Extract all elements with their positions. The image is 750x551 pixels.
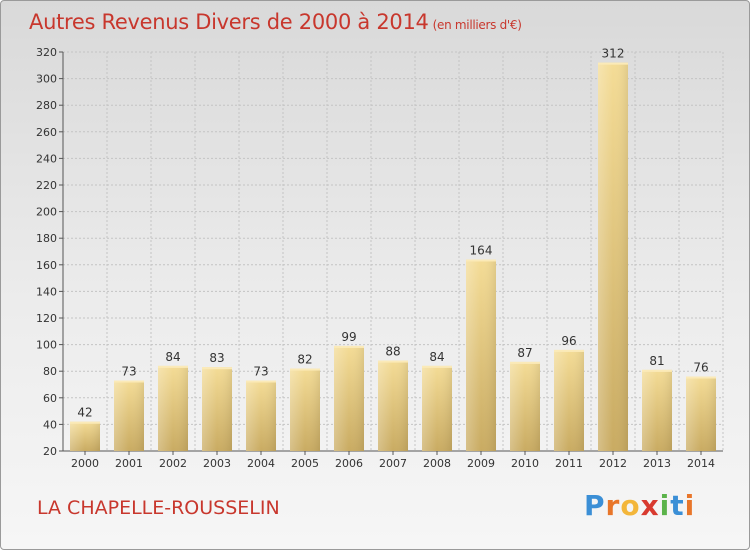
bar-value-label: 84: [165, 350, 180, 364]
y-tick-label: 40: [43, 418, 57, 431]
bar-highlight: [598, 62, 628, 65]
y-tick-label: 200: [36, 206, 57, 219]
bar-shade: [70, 421, 100, 451]
x-tick-label: 2012: [599, 457, 627, 470]
y-tick-label: 20: [43, 445, 57, 458]
logo-letter: t: [670, 489, 685, 522]
x-tick-label: 2002: [159, 457, 187, 470]
bar-shade: [202, 367, 232, 451]
x-tick-label: 2011: [555, 457, 583, 470]
bar-value-label: 312: [602, 47, 625, 61]
logo-letter: x: [640, 489, 660, 522]
logo-letter: i: [684, 489, 696, 522]
x-tick-label: 2000: [71, 457, 99, 470]
bar-highlight: [686, 376, 716, 379]
bar-value-label: 76: [693, 361, 708, 375]
chart-title-unit: (en milliers d'€): [432, 18, 522, 32]
y-tick-label: 140: [36, 285, 57, 298]
x-tick-label: 2006: [335, 457, 363, 470]
bar-shade: [334, 345, 364, 451]
bar-highlight: [642, 369, 672, 372]
y-tick-label: 160: [36, 259, 57, 272]
bar-shade: [246, 380, 276, 451]
value-labels: 42 73 84 83 73 82 99 88 84 164 87 96 312 81 76: [77, 47, 708, 420]
y-tick-label: 220: [36, 179, 57, 192]
y-tick-label: 280: [36, 99, 57, 112]
bar-shade: [158, 365, 188, 451]
bar-highlight: [290, 368, 320, 371]
y-tick-label: 120: [36, 312, 57, 325]
y-tick-label: 80: [43, 365, 57, 378]
bar-value-label: 42: [77, 406, 92, 420]
bar-shade: [114, 380, 144, 451]
bar-value-label: 73: [253, 365, 268, 379]
bars: [70, 62, 716, 451]
bar-shade: [510, 361, 540, 451]
x-tick-label: 2001: [115, 457, 143, 470]
x-tick-label: 2014: [687, 457, 715, 470]
bar-highlight: [70, 421, 100, 424]
y-tick-label: 300: [36, 73, 57, 86]
bar-value-label: 87: [517, 346, 532, 360]
bar-value-label: 99: [341, 330, 356, 344]
x-tick-label: 2003: [203, 457, 231, 470]
y-tick-label: 60: [43, 392, 57, 405]
bar-shade: [466, 259, 496, 451]
bar-highlight: [334, 345, 364, 348]
bar-shade: [422, 365, 452, 451]
bar-shade: [598, 62, 628, 451]
bar-value-label: 164: [470, 243, 493, 257]
chart-title-text: Autres Revenus Divers de 2000 à 2014: [29, 10, 429, 34]
bar-shade: [378, 360, 408, 451]
bar-value-label: 84: [429, 350, 444, 364]
bar-shade: [686, 376, 716, 451]
x-tick-label: 2010: [511, 457, 539, 470]
bar-shade: [290, 368, 320, 451]
y-tick-label: 260: [36, 126, 57, 139]
bar-value-label: 88: [385, 345, 400, 359]
y-tick-label: 240: [36, 152, 57, 165]
x-tick-label: 2009: [467, 457, 495, 470]
proxiti-logo: Proxiti: [584, 489, 695, 522]
bar-shade: [642, 369, 672, 451]
bar-highlight: [510, 361, 540, 364]
x-tick-label: 2004: [247, 457, 275, 470]
x-tick-label: 2007: [379, 457, 407, 470]
y-tick-label: 180: [36, 232, 57, 245]
bar-highlight: [114, 380, 144, 383]
bar-highlight: [554, 349, 584, 352]
x-tick-label: 2005: [291, 457, 319, 470]
bar-highlight: [158, 365, 188, 368]
x-tick-label: 2008: [423, 457, 451, 470]
y-tick-label: 100: [36, 339, 57, 352]
x-tick-label: 2013: [643, 457, 671, 470]
bar-highlight: [378, 360, 408, 363]
logo-letter: r: [605, 489, 621, 522]
chart-title: Autres Revenus Divers de 2000 à 2014 (en …: [29, 10, 522, 34]
bar-value-label: 81: [649, 354, 664, 368]
y-tick-label: 320: [36, 46, 57, 59]
bar-highlight: [422, 365, 452, 368]
bar-highlight: [466, 259, 496, 262]
bar-highlight: [202, 367, 232, 370]
bar-value-label: 96: [561, 334, 576, 348]
logo-letter: i: [659, 489, 671, 522]
logo-letter: o: [620, 489, 641, 522]
logo-letter: P: [584, 489, 606, 522]
bar-value-label: 73: [121, 365, 136, 379]
bar-value-label: 82: [297, 353, 312, 367]
commune-name: LA CHAPELLE-ROUSSELIN: [37, 497, 280, 519]
bar-highlight: [246, 380, 276, 383]
bar-value-label: 83: [209, 351, 224, 365]
bar-shade: [554, 349, 584, 451]
